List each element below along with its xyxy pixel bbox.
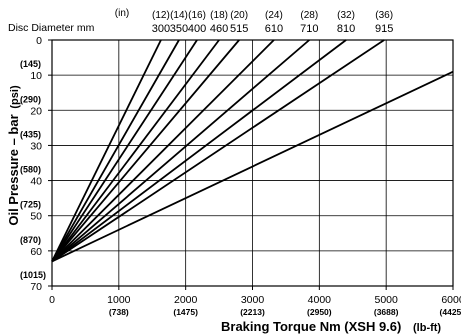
disc-inch-label: (12) [152, 10, 170, 21]
y-tick-label: 30 [30, 140, 42, 152]
x-tick-sublabel: (738) [109, 307, 129, 317]
y-tick-sublabel: (580) [20, 165, 41, 175]
y-tick-label: 0 [36, 35, 42, 47]
y-axis-unit: (psi) [9, 85, 21, 109]
y-tick-label: 50 [30, 211, 42, 223]
disc-mm-label: 710 [300, 23, 318, 35]
series-line [51, 39, 180, 262]
disc-mm-label: 300 [152, 23, 170, 35]
series-line [51, 70, 454, 263]
series-line [51, 39, 310, 263]
x-tick-sublabel: (3688) [374, 307, 399, 317]
y-tick-sublabel: (290) [20, 94, 41, 104]
y-tick-sublabel: (725) [20, 200, 41, 210]
top-axis-ticks: (12) 300(14) 350(16) 400 (18) 460(20) 515 (24) 6… [152, 10, 394, 35]
x-tick-label: 1000 [107, 294, 131, 306]
disc-inch-label: (14) [170, 10, 188, 21]
disc-mm-label: 350 [170, 23, 188, 35]
x-tick-sublabel: (2213) [240, 307, 265, 317]
y-tick-sublabel: (870) [20, 235, 41, 245]
disc-inch-label: (36) [375, 10, 393, 21]
y-tick-label: 70 [30, 281, 42, 293]
x-tick-sublabel: (1475) [173, 307, 198, 317]
x-tick-label: 4000 [308, 294, 332, 306]
disc-inch-label: (16) [188, 10, 206, 21]
disc-mm-label: 400 [188, 23, 206, 35]
series-line [51, 39, 198, 262]
disc-mm-label: 810 [337, 23, 355, 35]
disc-mm-label: 915 [375, 23, 393, 35]
series-line [51, 39, 162, 262]
disc-mm-label: 460 [210, 23, 228, 35]
y-tick-label: 10 [30, 70, 42, 82]
disc-inch-label: (20) [230, 10, 248, 21]
x-tick-sublabel: (2950) [307, 307, 332, 317]
x-tick-label: 0 [49, 294, 55, 306]
top-axis-unit-in: (in) [115, 8, 129, 19]
x-tick-label: 6000 [441, 294, 461, 306]
disc-inch-label: (18) [210, 10, 228, 21]
y-tick-label: 40 [30, 176, 42, 188]
x-tick-label: 3000 [241, 294, 265, 306]
x-axis-unit: (lb-ft) [413, 322, 441, 334]
y-tick-label: 20 [30, 105, 42, 117]
series-line [51, 39, 275, 263]
chart-grid [51, 39, 454, 287]
x-tick-label: 2000 [174, 294, 198, 306]
series-line [51, 39, 240, 262]
y-axis-title: Oil Pressure – bar [6, 114, 21, 225]
x-tick-label: 5000 [374, 294, 398, 306]
x-tick-sublabel: (4425 ) [440, 307, 461, 317]
series-line [51, 39, 385, 263]
disc-inch-label: (28) [300, 10, 318, 21]
y-axis-ticks: 0 10(145) 20(290) 30(435) 40(580) 50(725) 60(8… [20, 35, 52, 293]
top-axis-title: Disc Diameter mm [8, 22, 95, 34]
disc-inch-label: (24) [265, 10, 283, 21]
x-axis-ticks: 0 1000(738) 2000(1475) 3000(2213) 4000(2950)… [49, 286, 461, 317]
y-tick-sublabel: (145) [20, 59, 41, 69]
disc-mm-label: 515 [230, 23, 248, 35]
y-tick-sublabel: (435) [20, 129, 41, 139]
disc-inch-label: (32) [337, 10, 355, 21]
y-tick-sublabel: (1015) [20, 270, 46, 280]
disc-mm-label: 610 [265, 23, 283, 35]
y-tick-label: 60 [30, 246, 42, 258]
chart-series-lines [51, 39, 454, 263]
series-line [51, 39, 347, 263]
x-axis-title: Braking Torque Nm (XSH 9.6) [221, 319, 401, 334]
series-line [51, 39, 220, 262]
